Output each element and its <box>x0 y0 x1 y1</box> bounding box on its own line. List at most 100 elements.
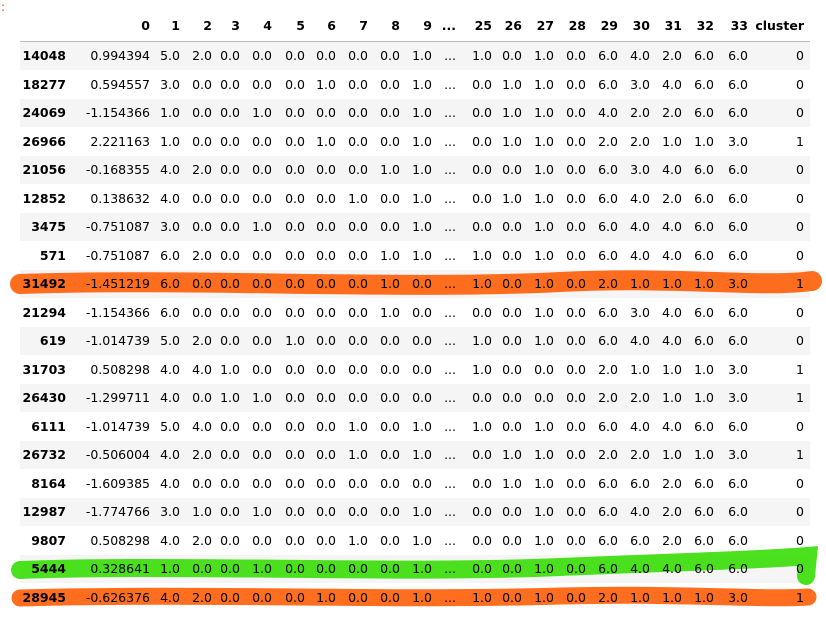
table-cell: 0.0 <box>348 219 368 234</box>
table-cell: 4.0 <box>662 418 682 434</box>
table-cell: -0.626376 <box>85 589 150 605</box>
table-cell: -0.506004 <box>85 447 150 462</box>
table-cell: 0 <box>796 76 804 92</box>
table-cell: 6.0 <box>728 304 748 320</box>
table-cell: 0.0 <box>220 247 240 263</box>
table-cell: 0.0 <box>348 247 368 263</box>
table-cell: 3.0 <box>728 133 748 149</box>
table-cell: 1.0 <box>534 48 554 63</box>
table-cell: 1.0 <box>252 504 272 519</box>
table-cell: 2.0 <box>630 447 650 462</box>
table-cell: 0.0 <box>502 532 522 548</box>
table-cell: 1.0 <box>160 133 180 149</box>
table-cell: 6.0 <box>728 418 748 434</box>
column-header: 30 <box>632 18 650 33</box>
table-cell: -1.451219 <box>85 276 150 291</box>
table-cell: 1.0 <box>160 561 180 576</box>
table-cell: 6.0 <box>728 48 748 63</box>
table-cell: 4.0 <box>630 219 650 234</box>
table-cell: 2.0 <box>598 390 618 405</box>
table-cell: ... <box>444 190 456 206</box>
table-cell: ... <box>444 589 456 605</box>
table-cell: 0.0 <box>502 304 522 320</box>
table-cell: 0.0 <box>252 48 272 63</box>
table-cell: 0.0 <box>472 133 492 149</box>
table-cell: 6.0 <box>728 162 748 177</box>
table-cell: 0.0 <box>285 162 305 177</box>
table-cell: 0.0 <box>348 589 368 605</box>
column-header: 0 <box>141 18 150 33</box>
table-cell: -0.168355 <box>85 162 150 177</box>
table-cell: 1.0 <box>534 133 554 149</box>
table-cell: 2.0 <box>598 361 618 377</box>
table-cell: ... <box>444 561 456 576</box>
table-cell: 0.508298 <box>90 361 150 377</box>
table-cell: 4.0 <box>662 219 682 234</box>
table-cell: 1 <box>796 589 804 605</box>
column-header: 26 <box>504 18 522 33</box>
table-cell: 1.0 <box>502 190 522 206</box>
table-cell: 0.0 <box>380 361 400 377</box>
table-cell: 3.0 <box>630 76 650 92</box>
table-cell: 1.0 <box>502 76 522 92</box>
table-cell: 4.0 <box>598 105 618 120</box>
table-cell: 1.0 <box>380 162 400 177</box>
table-cell: 0 <box>796 333 804 348</box>
table-cell: 2.0 <box>598 589 618 605</box>
table-cell: 0.0 <box>380 76 400 92</box>
table-cell: 0 <box>796 162 804 177</box>
table-cell: 0.0 <box>220 105 240 120</box>
table-cell: 0.0 <box>316 447 336 462</box>
table-cell: 4.0 <box>662 333 682 348</box>
column-header: 9 <box>423 18 432 33</box>
table-cell: 0.0 <box>472 219 492 234</box>
table-cell: 1.0 <box>662 361 682 377</box>
table-cell: 0 <box>796 532 804 548</box>
table-cell: -1.609385 <box>85 475 150 491</box>
table-cell: 4.0 <box>662 247 682 263</box>
table-cell: 6.0 <box>598 48 618 63</box>
table-cell: 0.0 <box>380 333 400 348</box>
table-cell: 3.0 <box>728 390 748 405</box>
table-cell: 1.0 <box>534 475 554 491</box>
table-cell: 2.0 <box>630 105 650 120</box>
table-cell: 0.0 <box>252 304 272 320</box>
table-cell: 0.0 <box>412 390 432 405</box>
table-cell: 0.0 <box>380 475 400 491</box>
table-cell: 1.0 <box>412 219 432 234</box>
table-cell: 1 <box>796 447 804 462</box>
table-cell: 0.0 <box>192 76 212 92</box>
row-index: 31492 <box>22 276 67 291</box>
table-cell: 1.0 <box>252 219 272 234</box>
table-cell: 0.0 <box>380 105 400 120</box>
table-cell: 1.0 <box>160 105 180 120</box>
table-cell: 0.0 <box>472 76 492 92</box>
table-cell: 0.0 <box>220 76 240 92</box>
column-header: ... <box>441 18 456 33</box>
table-cell: 0.0 <box>220 589 240 605</box>
table-cell: 4.0 <box>160 390 180 405</box>
table-cell: 0.0 <box>316 219 336 234</box>
table-cell: 2.0 <box>662 475 682 491</box>
table-cell: 6.0 <box>728 475 748 491</box>
table-cell: 0.0 <box>566 504 586 519</box>
table-cell: 5.0 <box>160 333 180 348</box>
table-cell: 0.0 <box>380 589 400 605</box>
table-cell: 0.0 <box>472 304 492 320</box>
table-cell: 6.0 <box>728 561 748 576</box>
table-cell: 0.0 <box>380 190 400 206</box>
table-cell: 0.994394 <box>90 48 150 63</box>
table-cell: 1.0 <box>662 133 682 149</box>
table-cell: 1.0 <box>252 105 272 120</box>
table-cell: 6.0 <box>694 532 714 548</box>
column-header: cluster <box>755 18 804 33</box>
table-cell: 3.0 <box>728 276 748 291</box>
table-cell: 4.0 <box>630 504 650 519</box>
table-cell: 1.0 <box>694 589 714 605</box>
table-cell: ... <box>444 333 456 348</box>
table-cell: 4.0 <box>630 190 650 206</box>
table-cell: 1.0 <box>348 532 368 548</box>
table-cell: 0.0 <box>285 504 305 519</box>
table-cell: -0.751087 <box>85 247 150 263</box>
table-cell: 1.0 <box>662 390 682 405</box>
